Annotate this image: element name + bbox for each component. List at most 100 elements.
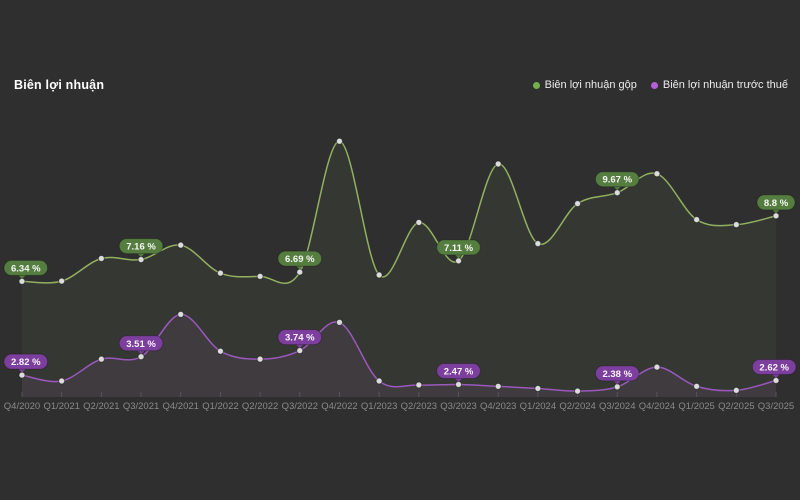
pretax-data-point-marker[interactable] — [97, 355, 105, 363]
x-axis-label: Q4/2021 — [163, 401, 199, 412]
gross-data-point-marker[interactable] — [137, 256, 145, 264]
value-badge — [436, 362, 481, 379]
pretax-data-point-marker[interactable] — [494, 382, 502, 390]
gross-data-point-marker[interactable] — [375, 271, 383, 279]
pretax-data-point-marker[interactable] — [375, 377, 383, 385]
gross-data-point-marker[interactable] — [653, 170, 661, 178]
chart-title: Biên lợi nhuận — [14, 78, 105, 92]
value-badge-text: 6.69 % — [285, 254, 315, 265]
pretax-data-point-marker[interactable] — [574, 387, 582, 395]
value-badge-text: 6.34 % — [11, 263, 41, 274]
pretax-data-point-marker[interactable] — [177, 310, 185, 318]
gross-data-point-marker[interactable] — [177, 241, 185, 249]
x-axis-label: Q2/2024 — [559, 401, 595, 412]
pretax-data-point-marker[interactable] — [653, 363, 661, 371]
x-axis-label: Q1/2025 — [678, 401, 714, 412]
pretax-area — [22, 314, 776, 397]
gross-data-point-marker[interactable] — [216, 269, 224, 277]
value-badge-tail — [455, 254, 463, 259]
pretax-data-point-marker[interactable] — [216, 347, 224, 355]
gross-data-point-marker[interactable] — [415, 219, 423, 227]
pretax-data-point-marker[interactable] — [58, 377, 66, 385]
value-badge-tail — [613, 186, 621, 191]
value-badge-tail — [18, 275, 26, 279]
x-axis-label: Q4/2024 — [639, 401, 675, 412]
x-axis-label: Q3/2025 — [758, 401, 794, 412]
value-badge-text: 2.62 % — [759, 362, 789, 373]
x-axis-label: Q4/2022 — [321, 401, 357, 412]
chart-header: Biên lợi nhuận Biên lợi nhuận gộp Biên l… — [14, 78, 788, 92]
legend-item-gross[interactable]: Biên lợi nhuận gộp — [532, 79, 637, 91]
pretax-data-point-marker[interactable] — [534, 384, 542, 392]
x-axis-label: Q1/2022 — [202, 401, 238, 412]
gross-data-point-marker[interactable] — [97, 255, 105, 262]
pretax-data-point-marker[interactable] — [256, 355, 264, 363]
x-axis-label: Q1/2024 — [520, 401, 556, 412]
value-badge-text: 2.47 % — [444, 366, 474, 377]
value-badge — [118, 238, 164, 255]
value-badge-text: 3.74 % — [285, 333, 315, 344]
gross-data-point-marker[interactable] — [18, 277, 26, 285]
pretax-data-point-marker[interactable] — [772, 376, 780, 384]
pretax-data-point-marker[interactable] — [137, 353, 145, 361]
gross-data-point-marker[interactable] — [613, 189, 621, 197]
x-axis-label: Q3/2024 — [599, 401, 635, 412]
x-axis-label: Q2/2025 — [718, 401, 754, 412]
pretax-data-point-marker[interactable] — [415, 381, 423, 389]
legend-label-pretax: Biên lợi nhuận trước thuế — [662, 79, 788, 91]
pretax-data-point-marker[interactable] — [613, 383, 621, 391]
pretax-data-point-marker[interactable] — [335, 318, 343, 326]
x-axis-label: Q2/2023 — [401, 401, 437, 412]
legend-label-gross: Biên lợi nhuận gộp — [544, 79, 637, 91]
value-badge — [594, 171, 640, 188]
value-badge-text: 9.67 % — [602, 175, 632, 186]
gross-data-point-marker[interactable] — [574, 200, 582, 208]
x-axis-label: Q3/2021 — [123, 401, 159, 412]
pretax-data-point-marker[interactable] — [18, 371, 26, 379]
pretax-data-point-marker[interactable] — [732, 386, 740, 394]
gross-data-point-marker[interactable] — [693, 216, 701, 224]
pretax-data-point-marker[interactable] — [455, 380, 463, 388]
gross-data-point-marker[interactable] — [256, 272, 264, 280]
pretax-data-point-marker[interactable] — [693, 382, 701, 390]
gross-data-point-marker[interactable] — [58, 277, 66, 285]
value-badge-text: 2.82 % — [11, 357, 41, 368]
gross-data-point-marker[interactable] — [534, 240, 542, 248]
gross-data-point-marker[interactable] — [335, 137, 343, 145]
value-badge-tail — [455, 378, 463, 382]
value-badge — [3, 259, 49, 276]
value-badge-tail — [296, 344, 304, 349]
value-badge — [118, 335, 164, 352]
value-badge-tail — [772, 374, 780, 378]
value-badge-tail — [137, 350, 145, 355]
gross-data-point-marker[interactable] — [296, 268, 304, 276]
value-badge — [3, 353, 49, 370]
x-axis-label: Q4/2020 — [4, 401, 40, 412]
value-badge-tail — [772, 209, 780, 214]
value-badge — [751, 358, 797, 375]
gross-data-point-marker[interactable] — [455, 257, 463, 265]
value-badge-text: 8.8 % — [764, 198, 789, 209]
value-badge — [756, 194, 796, 211]
value-badge-text: 7.16 % — [126, 242, 156, 253]
pretax-line — [21, 313, 777, 392]
value-badge-text: 3.51 % — [126, 339, 156, 350]
value-badge-tail — [613, 380, 621, 385]
x-axis-label: Q3/2022 — [282, 401, 318, 412]
gross-data-point-marker[interactable] — [772, 212, 780, 220]
value-badge-text: 7.11 % — [444, 243, 474, 254]
gross-series-dot-icon — [532, 81, 540, 89]
value-badge — [594, 365, 640, 382]
value-badge-tail — [18, 369, 26, 373]
gross-data-point-marker[interactable] — [732, 221, 740, 229]
value-badge — [436, 239, 481, 256]
legend-item-pretax[interactable]: Biên lợi nhuận trước thuế — [650, 79, 788, 91]
gross-data-point-marker[interactable] — [494, 160, 502, 168]
pretax-series-dot-icon — [650, 81, 658, 89]
value-badge — [277, 250, 323, 267]
value-badge-tail — [296, 266, 304, 270]
x-axis-label: Q4/2023 — [480, 401, 516, 412]
legend: Biên lợi nhuận gộp Biên lợi nhuận trước … — [532, 79, 788, 91]
pretax-data-point-marker[interactable] — [296, 347, 304, 355]
